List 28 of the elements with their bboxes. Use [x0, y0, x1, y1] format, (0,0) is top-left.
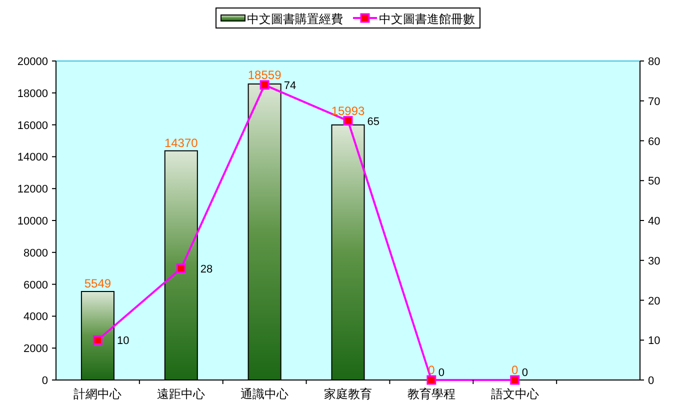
y2-tick-label: 40	[648, 216, 660, 228]
y-tick-label: 12000	[17, 184, 48, 196]
x-tick-label: 通識中心	[240, 387, 289, 401]
legend-label: 中文圖書購置經費	[247, 12, 343, 26]
x-tick-label: 家庭教育	[324, 387, 372, 401]
y-tick-label: 8000	[24, 247, 48, 260]
x-tick-label: 語文中心	[490, 387, 539, 401]
y-tick-label: 4000	[24, 311, 48, 324]
y2-tick-label: 50	[648, 176, 660, 188]
y2-tick-label: 80	[648, 56, 660, 68]
y-tick-label: 18000	[17, 88, 48, 100]
y2-tick-label: 60	[648, 136, 660, 148]
y-tick-label: 6000	[24, 279, 48, 292]
y-tick-label: 14000	[17, 152, 48, 164]
y2-tick-label: 0	[648, 375, 654, 387]
x-tick-label: 教育學程	[407, 387, 456, 401]
legend-label: 中文圖書進館冊數	[379, 12, 475, 26]
y-tick-label: 0	[42, 375, 48, 387]
y2-tick-label: 30	[648, 255, 660, 268]
y2-tick-label: 10	[648, 335, 660, 348]
x-tick-label: 遠距中心	[157, 387, 206, 401]
y-tick-label: 20000	[17, 56, 48, 68]
y-tick-label: 16000	[17, 120, 48, 132]
y2-tick-label: 20	[648, 295, 660, 308]
y-tick-label: 2000	[24, 343, 48, 356]
y-tick-label: 10000	[17, 216, 48, 228]
y2-tick-label: 70	[648, 96, 660, 108]
x-tick-label: 計網中心	[74, 387, 122, 401]
